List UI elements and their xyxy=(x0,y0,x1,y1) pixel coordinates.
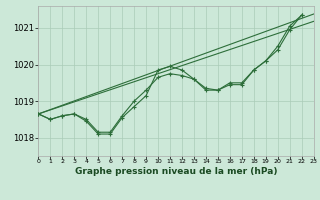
X-axis label: Graphe pression niveau de la mer (hPa): Graphe pression niveau de la mer (hPa) xyxy=(75,167,277,176)
